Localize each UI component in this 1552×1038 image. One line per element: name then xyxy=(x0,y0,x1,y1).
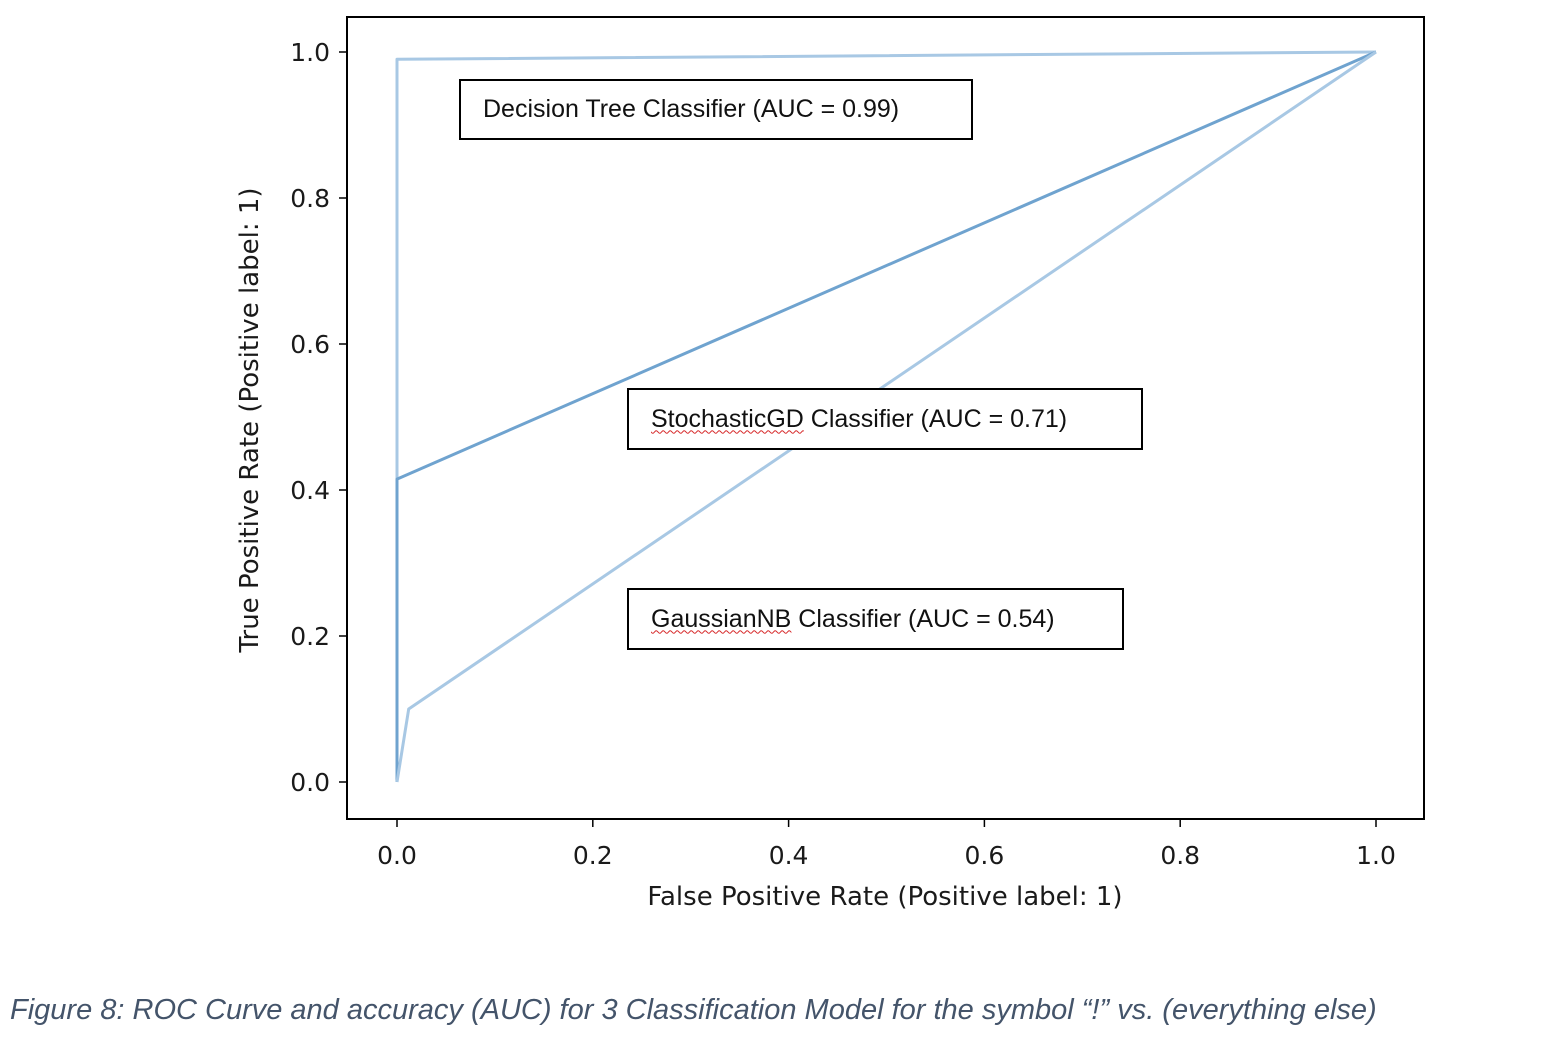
annotation-decision-tree-auc: (AUC = 0.99) xyxy=(745,95,900,123)
y-tick-label: 0.4 xyxy=(290,476,330,505)
annotation-gaussiannb: GaussianNB Classifier (AUC = 0.54) xyxy=(627,588,1124,650)
x-axis-label: False Positive Rate (Positive label: 1) xyxy=(647,882,1122,912)
series-layer xyxy=(395,50,1377,783)
annotation-stochasticgd-auc: Classifier (AUC = 0.71) xyxy=(803,404,1068,433)
x-tick-label: 0.8 xyxy=(1160,841,1200,870)
y-ticks: 0.0 0.2 0.4 0.6 0.8 1.0 xyxy=(290,38,347,797)
y-tick-label: 0.2 xyxy=(290,622,330,651)
annotation-stochasticgd-name: StochasticGD xyxy=(651,404,804,433)
x-tick-label: 0.6 xyxy=(965,841,1005,870)
y-axis-label: True Positive Rate (Positive label: 1) xyxy=(235,187,265,653)
plot-frame xyxy=(346,16,1425,820)
annotation-gaussiannb-name: GaussianNB xyxy=(651,604,792,633)
annotation-decision-tree-name: Decision Tree Classifier xyxy=(483,95,746,123)
y-tick-label: 1.0 xyxy=(290,38,330,67)
roc-series-line-1 xyxy=(395,50,1377,782)
annotation-gaussiannb-auc: Classifier (AUC = 0.54) xyxy=(791,604,1055,633)
y-tick-label: 0.0 xyxy=(290,768,330,797)
annotation-decision-tree: Decision Tree Classifier (AUC = 0.99) xyxy=(459,79,973,140)
roc-series-line-2 xyxy=(395,50,1377,783)
y-tick-label: 0.6 xyxy=(290,330,330,359)
figure-caption: Figure 8: ROC Curve and accuracy (AUC) f… xyxy=(10,994,1377,1026)
x-ticks: 0.0 0.2 0.4 0.6 0.8 1.0 xyxy=(377,819,1396,870)
x-tick-label: 0.0 xyxy=(377,841,417,870)
x-tick-label: 0.4 xyxy=(769,841,809,870)
annotation-stochasticgd: StochasticGD Classifier (AUC = 0.71) xyxy=(627,388,1143,450)
x-tick-label: 1.0 xyxy=(1356,841,1396,870)
y-tick-label: 0.8 xyxy=(290,184,330,213)
x-tick-label: 0.2 xyxy=(573,841,613,870)
roc-chart: 0.0 0.2 0.4 0.6 0.8 1.0 0.0 0.2 0.4 0.6 0.8 1.0 Fa… xyxy=(235,16,1425,912)
